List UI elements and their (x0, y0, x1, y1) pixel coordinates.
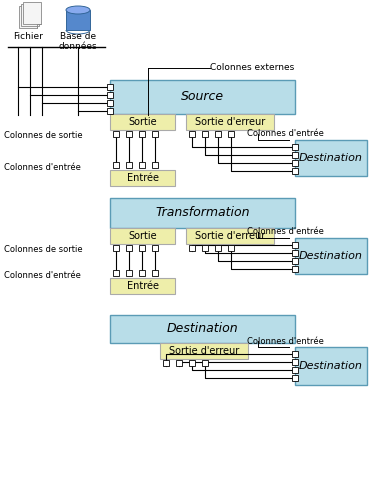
Bar (202, 245, 208, 251)
Text: Colonnes de sortie: Colonnes de sortie (4, 132, 83, 140)
Text: Transformation: Transformation (155, 206, 250, 219)
Text: Base de
données: Base de données (59, 32, 97, 52)
Bar (292, 242, 298, 248)
Bar (126, 245, 132, 251)
Bar (152, 245, 158, 251)
Bar (215, 245, 221, 251)
Text: Source: Source (181, 91, 224, 104)
Bar (292, 160, 298, 166)
Text: Destination: Destination (167, 322, 238, 335)
Bar (160, 343, 248, 359)
Bar (126, 270, 132, 276)
Bar (23, 2, 41, 24)
Bar (113, 131, 119, 137)
Ellipse shape (66, 6, 90, 14)
Bar (292, 359, 298, 365)
Bar (139, 270, 145, 276)
Bar (19, 6, 37, 28)
Bar (202, 360, 208, 366)
Bar (292, 367, 298, 373)
Bar (292, 258, 298, 264)
Bar (189, 360, 195, 366)
Bar (176, 360, 182, 366)
Bar (152, 270, 158, 276)
Text: Colonnes d'entrée: Colonnes d'entrée (247, 130, 324, 138)
Text: Sortie: Sortie (128, 231, 157, 241)
Bar (228, 245, 234, 251)
Bar (202, 131, 208, 137)
Bar (189, 245, 195, 251)
Bar (228, 131, 234, 137)
Bar (295, 238, 367, 274)
Text: Colonnes externes: Colonnes externes (210, 64, 294, 72)
Bar (292, 375, 298, 381)
Text: Destination: Destination (299, 153, 363, 163)
Bar (292, 266, 298, 272)
Bar (107, 84, 113, 90)
Text: Destination: Destination (299, 361, 363, 371)
Bar (21, 4, 39, 26)
Bar (66, 10, 90, 30)
Bar (163, 360, 169, 366)
Text: Entrée: Entrée (127, 173, 158, 183)
Text: Colonnes d'entrée: Colonnes d'entrée (4, 270, 81, 280)
Bar (126, 162, 132, 168)
Bar (215, 131, 221, 137)
Bar (110, 315, 295, 343)
Bar (152, 162, 158, 168)
Bar (295, 347, 367, 385)
Bar (126, 131, 132, 137)
Text: Destination: Destination (299, 251, 363, 261)
Bar (113, 245, 119, 251)
Text: Colonnes de sortie: Colonnes de sortie (4, 245, 83, 254)
Bar (110, 80, 295, 114)
Bar (113, 270, 119, 276)
Bar (292, 168, 298, 174)
Text: Colonnes d'entrée: Colonnes d'entrée (247, 336, 324, 346)
Bar (186, 114, 274, 130)
Bar (139, 162, 145, 168)
Bar (186, 228, 274, 244)
Bar (292, 144, 298, 150)
Bar (110, 228, 175, 244)
Bar (110, 114, 175, 130)
Bar (110, 170, 175, 186)
Text: Colonnes d'entrée: Colonnes d'entrée (4, 162, 81, 172)
Bar (107, 108, 113, 114)
Text: Sortie d'erreur: Sortie d'erreur (195, 231, 265, 241)
Text: Sortie d'erreur: Sortie d'erreur (195, 117, 265, 127)
Bar (113, 162, 119, 168)
Text: Sortie: Sortie (128, 117, 157, 127)
Text: Fichier: Fichier (13, 32, 43, 41)
Bar (139, 245, 145, 251)
Text: Entrée: Entrée (127, 281, 158, 291)
Bar (139, 131, 145, 137)
Bar (152, 131, 158, 137)
Bar (292, 152, 298, 158)
Bar (110, 278, 175, 294)
Bar (292, 250, 298, 256)
Bar (189, 131, 195, 137)
Bar (110, 198, 295, 228)
Bar (292, 351, 298, 357)
Text: Sortie d'erreur: Sortie d'erreur (169, 346, 239, 356)
Text: Colonnes d'entrée: Colonnes d'entrée (247, 228, 324, 237)
Bar (107, 100, 113, 106)
Bar (107, 92, 113, 98)
Bar (295, 140, 367, 176)
